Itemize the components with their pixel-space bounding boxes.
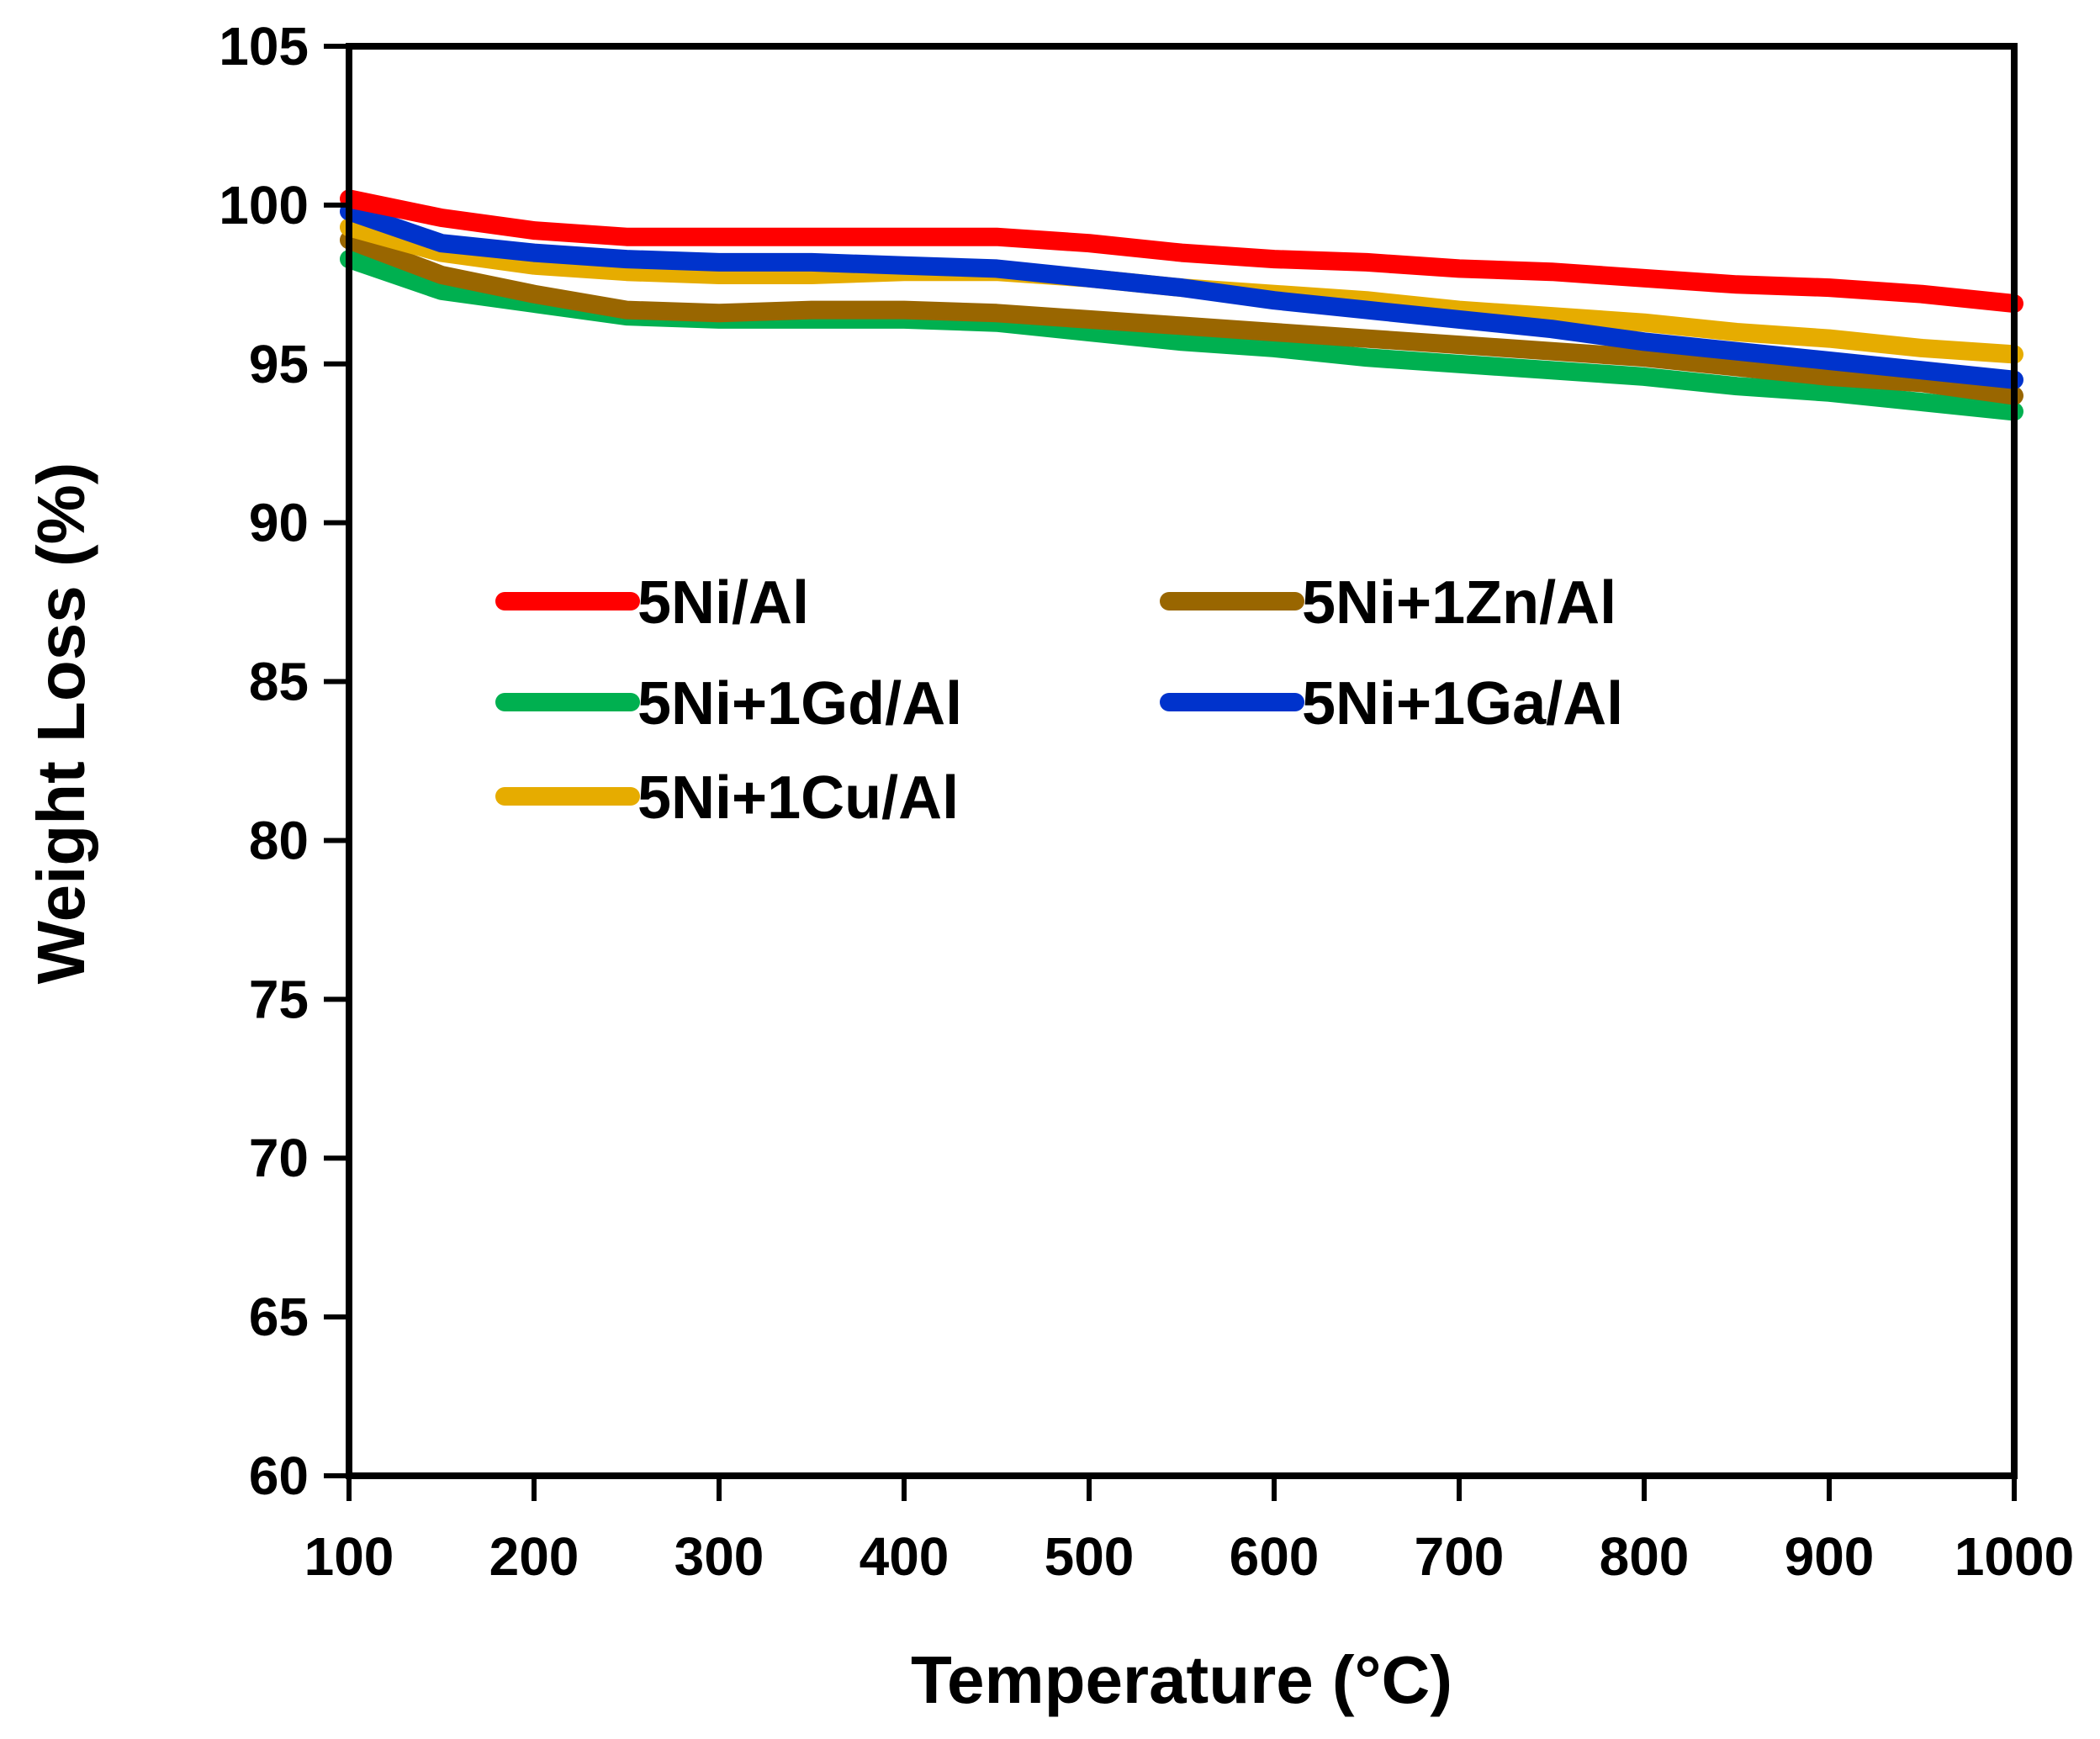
legend-label: 5Ni+1Cu/Al bbox=[637, 764, 959, 832]
x-tick-label: 900 bbox=[1785, 1526, 1875, 1587]
legend-item: 5Ni+1Gd/Al bbox=[495, 670, 962, 737]
y-tick-label: 90 bbox=[249, 493, 309, 553]
y-tick-label: 105 bbox=[219, 16, 309, 77]
x-tick-label: 800 bbox=[1600, 1526, 1690, 1587]
y-tick-label: 100 bbox=[219, 175, 309, 235]
series-layer bbox=[340, 189, 2023, 421]
legend-item: 5Ni+1Zn/Al bbox=[1160, 569, 1616, 637]
x-tick-label: 1000 bbox=[1955, 1526, 2074, 1587]
y-tick-label: 60 bbox=[249, 1446, 309, 1506]
x-tick-label: 400 bbox=[860, 1526, 949, 1587]
series-line-5ni-1zn-al bbox=[340, 230, 2023, 405]
x-tick-label: 600 bbox=[1230, 1526, 1320, 1587]
x-tick-label: 700 bbox=[1415, 1526, 1505, 1587]
y-tick-label: 75 bbox=[249, 969, 309, 1029]
x-tick-label: 300 bbox=[674, 1526, 764, 1587]
x-axis-title: Temperature (°C) bbox=[911, 1642, 1452, 1717]
plot-area-frame bbox=[346, 43, 2018, 1479]
legend-item: 5Ni+1Cu/Al bbox=[495, 764, 959, 832]
x-tick-label: 100 bbox=[304, 1526, 394, 1587]
x-axis-ticks: 100 200 300 400 500 600 700 800 900 1000 bbox=[304, 1476, 2074, 1587]
y-tick-label: 70 bbox=[249, 1128, 309, 1188]
legend: 5Ni/Al 5Ni+1Zn/Al 5Ni+1Gd/Al 5Ni+1Ga/Al 5Ni+… bbox=[495, 569, 1623, 832]
legend-item: 5Ni+1Ga/Al bbox=[1160, 670, 1623, 737]
legend-label: 5Ni+1Ga/Al bbox=[1302, 670, 1623, 737]
y-axis-title: Weight Loss (%) bbox=[24, 462, 98, 985]
series-line-5ni-1ga-al bbox=[340, 202, 2023, 389]
y-tick-label: 65 bbox=[249, 1287, 309, 1347]
y-tick-label: 85 bbox=[249, 652, 309, 712]
legend-label: 5Ni+1Gd/Al bbox=[637, 670, 962, 737]
x-tick-label: 500 bbox=[1045, 1526, 1135, 1587]
x-tick-label: 200 bbox=[489, 1526, 579, 1587]
series-line-5ni-al bbox=[340, 189, 2023, 313]
legend-label: 5Ni/Al bbox=[637, 569, 809, 637]
y-axis-ticks: 60 65 70 75 80 85 90 95 100 105 bbox=[219, 16, 349, 1506]
y-tick-label: 95 bbox=[249, 334, 309, 394]
y-tick-label: 80 bbox=[249, 810, 309, 870]
legend-label: 5Ni+1Zn/Al bbox=[1302, 569, 1616, 637]
legend-item: 5Ni/Al bbox=[495, 569, 809, 637]
